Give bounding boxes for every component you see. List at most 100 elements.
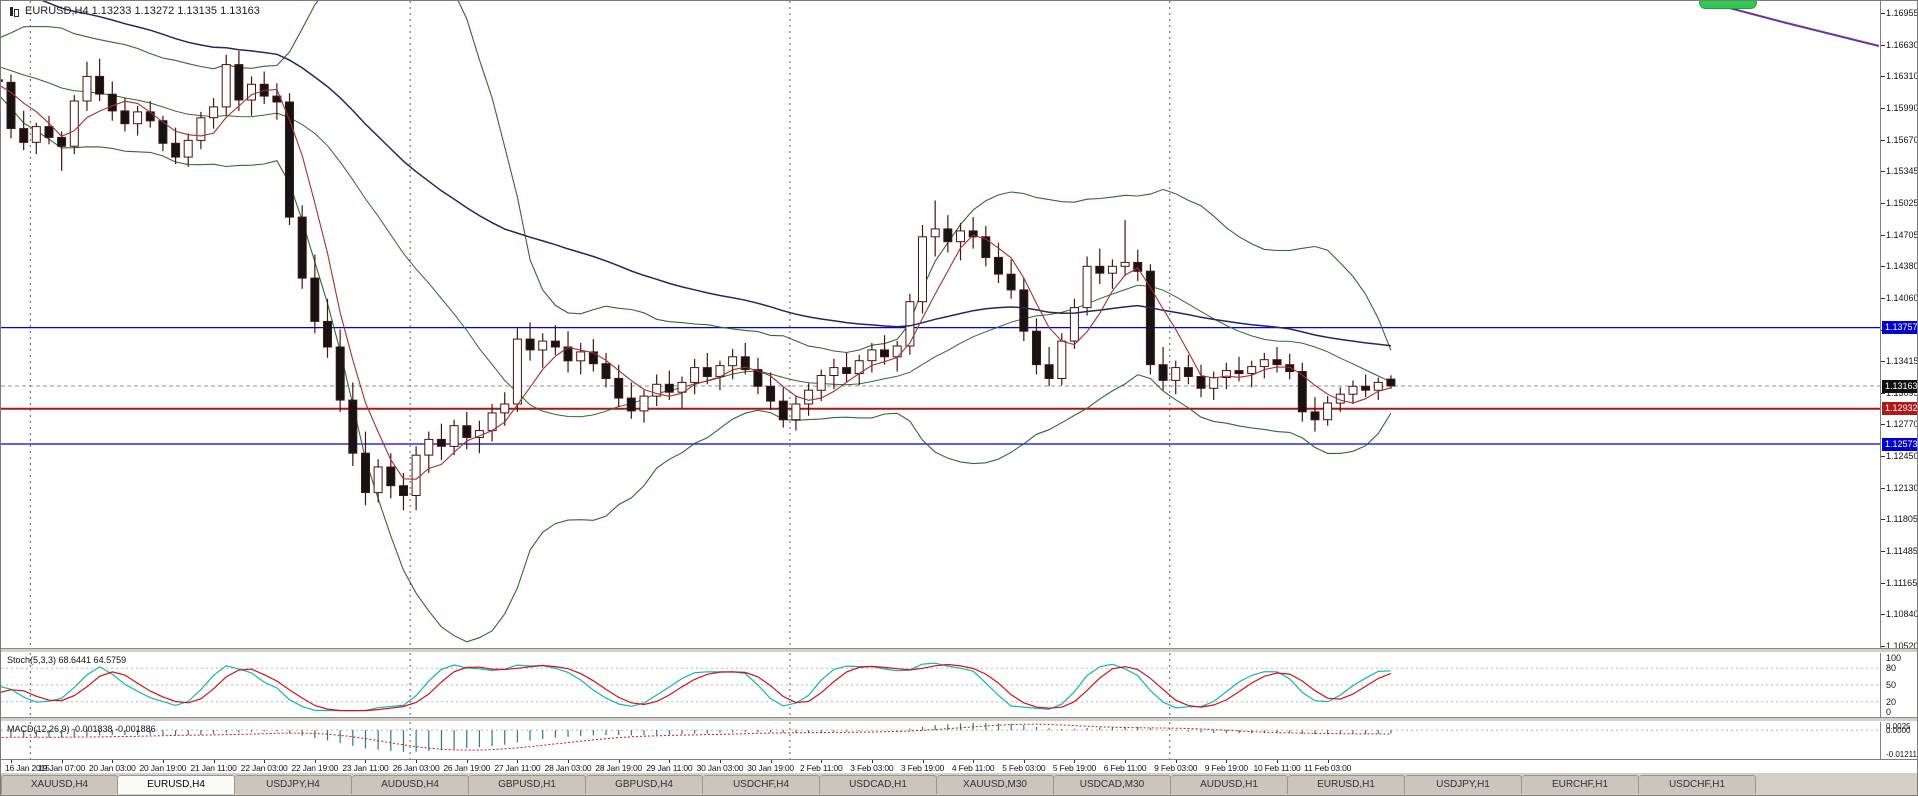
price-axis-tick — [1881, 487, 1885, 489]
time-axis-tick — [61, 760, 63, 763]
chart-tab-gbpusd-h4[interactable]: GBPUSD,H4 — [586, 775, 703, 794]
macd-axis[interactable]: 0.0025 0.0000 -0.012111 — [1880, 722, 1917, 759]
time-axis-tick — [922, 760, 924, 763]
price-axis-label: 1.11165 — [1886, 577, 1918, 588]
time-axis-tick — [1023, 760, 1025, 763]
time-axis-label: 19 Jan 07:00 — [38, 763, 86, 773]
price-axis-label: 1.15025 — [1886, 197, 1918, 208]
time-axis-label: 3 Feb 03:00 — [850, 763, 894, 773]
time-axis-label: 9 Feb 19:00 — [1204, 763, 1248, 773]
price-axis-label: 1.14380 — [1886, 261, 1918, 272]
price-tag: 1.13163 — [1882, 379, 1917, 393]
main-chart-canvas[interactable] — [1, 1, 1880, 648]
macd-axis-label: 0.0000 — [1886, 726, 1911, 736]
time-axis-tick — [618, 760, 620, 763]
price-axis-tick — [1881, 361, 1885, 363]
chart-tab-usdjpy-h4[interactable]: USDJPY,H4 — [235, 775, 352, 794]
bollinger-middle-band — [1, 66, 1392, 418]
stochastic-panel[interactable]: Stoch(5,3,3) 68.6441 64.5759 — [1, 653, 1880, 717]
price-axis-label: 1.15345 — [1886, 166, 1918, 177]
price-axis-tick — [1881, 76, 1885, 78]
chart-tab-usdchf-h1[interactable]: USDCHF,H1 — [1639, 775, 1756, 794]
chart-tab-eurusd-h1[interactable]: EURUSD,H1 — [1288, 775, 1405, 794]
time-axis-tick — [213, 760, 215, 763]
time-axis-tick — [264, 760, 266, 763]
price-axis-tick — [1881, 266, 1885, 268]
stochastic-canvas[interactable] — [1, 653, 1880, 717]
time-axis-label: 5 Feb 19:00 — [1052, 763, 1097, 773]
chart-tab-usdchf-h4[interactable]: USDCHF,H4 — [703, 775, 820, 794]
price-axis-tick — [1881, 582, 1885, 584]
price-axis-label: 1.11805 — [1886, 514, 1918, 525]
time-axis-label: 9 Feb 03:00 — [1154, 763, 1198, 773]
time-axis-label: 26 Jan 03:00 — [392, 763, 440, 773]
chart-tab-usdcad-m30[interactable]: USDCAD,M30 — [1054, 775, 1171, 794]
time-axis[interactable]: 16 Jan 2015 19 Jan 07:00 20 Jan 03:00 20 Ja… — [1, 759, 1917, 774]
price-axis-tick — [1881, 519, 1885, 521]
time-axis-label: 28 Jan 19:00 — [595, 763, 643, 773]
time-axis-tick — [1226, 760, 1228, 763]
chart-tab-xauusd-m30[interactable]: XAUUSD,M30 — [937, 775, 1054, 794]
time-axis-tick — [1327, 760, 1329, 763]
time-axis-tick — [11, 760, 12, 763]
panel-splitter-macd[interactable] — [1, 717, 1917, 722]
time-axis-tick — [1125, 760, 1127, 763]
time-axis-label: 20 Jan 03:00 — [88, 763, 136, 773]
price-axis-tick — [1881, 646, 1885, 647]
time-axis-label: 3 Feb 19:00 — [900, 763, 945, 773]
slow-ma-line — [41, 1, 1391, 347]
time-axis-tick — [466, 760, 468, 763]
time-axis-tick — [1277, 760, 1278, 763]
macd-label: MACD(12,26,9) -0.001838 -0.001886 — [7, 724, 156, 734]
price-tag: 1.12573 — [1882, 437, 1917, 451]
main-chart-panel[interactable]: EURUSD,H4 1.13233 1.13272 1.13135 1.1316… — [1, 1, 1880, 648]
stoch-axis-label: 0 — [1886, 707, 1892, 717]
macd-histogram — [10, 722, 1392, 752]
time-axis-tick — [162, 760, 164, 763]
time-axis-label: 27 Jan 11:00 — [494, 763, 541, 773]
panel-splitter-stoch[interactable] — [1, 648, 1917, 653]
time-axis-tick — [719, 760, 721, 763]
price-axis-label: 1.12130 — [1886, 482, 1918, 493]
stoch-axis-label: 100 — [1886, 653, 1902, 663]
time-axis-label: 30 Jan 19:00 — [747, 763, 794, 773]
chart-tab-eurusd-h4[interactable]: EURUSD,H4 — [118, 775, 235, 794]
stoch-main-line — [1, 662, 1391, 712]
horizontal-price-lines[interactable] — [1, 327, 1880, 445]
chart-tab-eurchf-h1[interactable]: EURCHF,H1 — [1522, 775, 1639, 794]
price-axis[interactable]: 1.16955 1.16630 1.16310 1.15990 1.15670 1.153… — [1880, 1, 1918, 648]
stochastic-axis[interactable]: 100 80 50 20 0 — [1880, 653, 1917, 717]
price-axis-tick — [1881, 614, 1885, 616]
chart-tab-audusd-h1[interactable]: AUDUSD,H1 — [1171, 775, 1288, 794]
chart-tab-gbpusd-h1[interactable]: GBPUSD,H1 — [469, 775, 586, 794]
time-axis-label: 11 Feb 03:00 — [1304, 763, 1352, 773]
time-axis-label: 28 Jan 03:00 — [544, 763, 592, 773]
time-axis-label: 5 Feb 03:00 — [1002, 763, 1046, 773]
price-axis-tick — [1881, 456, 1885, 458]
time-axis-label: 20 Jan 19:00 — [139, 763, 187, 773]
chart-tab-xauusd-h4[interactable]: XAUUSD,H4 — [1, 775, 118, 794]
price-axis-label: 1.12770 — [1886, 419, 1918, 430]
price-tag: 1.12932 — [1882, 402, 1917, 416]
time-axis-label: 6 Feb 11:00 — [1103, 763, 1147, 773]
stoch-signal-line — [1, 663, 1392, 712]
chart-title: EURUSD,H4 1.13233 1.13272 1.13135 1.1316… — [9, 5, 260, 17]
price-axis-label: 1.16310 — [1886, 71, 1918, 82]
time-axis-tick — [112, 760, 114, 763]
time-axis-label: 26 Jan 19:00 — [443, 763, 491, 773]
price-axis-label: 1.16955 — [1886, 8, 1918, 18]
macd-signal-line — [1, 723, 1391, 751]
macd-panel[interactable]: MACD(12,26,9) -0.001838 -0.001886 — [1, 722, 1880, 759]
price-axis-tick — [1881, 392, 1885, 394]
time-axis-tick — [1175, 760, 1177, 763]
time-axis-tick — [365, 760, 367, 763]
price-axis-tick — [1881, 171, 1885, 173]
chart-tab-usdcad-h1[interactable]: USDCAD,H1 — [820, 775, 937, 794]
time-axis-tick — [973, 760, 975, 763]
time-axis-tick — [1074, 760, 1076, 763]
chart-tab-audusd-h4[interactable]: AUDUSD,H4 — [352, 775, 469, 794]
chart-tab-usdjpy-h1[interactable]: USDJPY,H1 — [1405, 775, 1522, 794]
price-axis-tick — [1881, 107, 1885, 109]
macd-canvas[interactable] — [1, 722, 1880, 759]
